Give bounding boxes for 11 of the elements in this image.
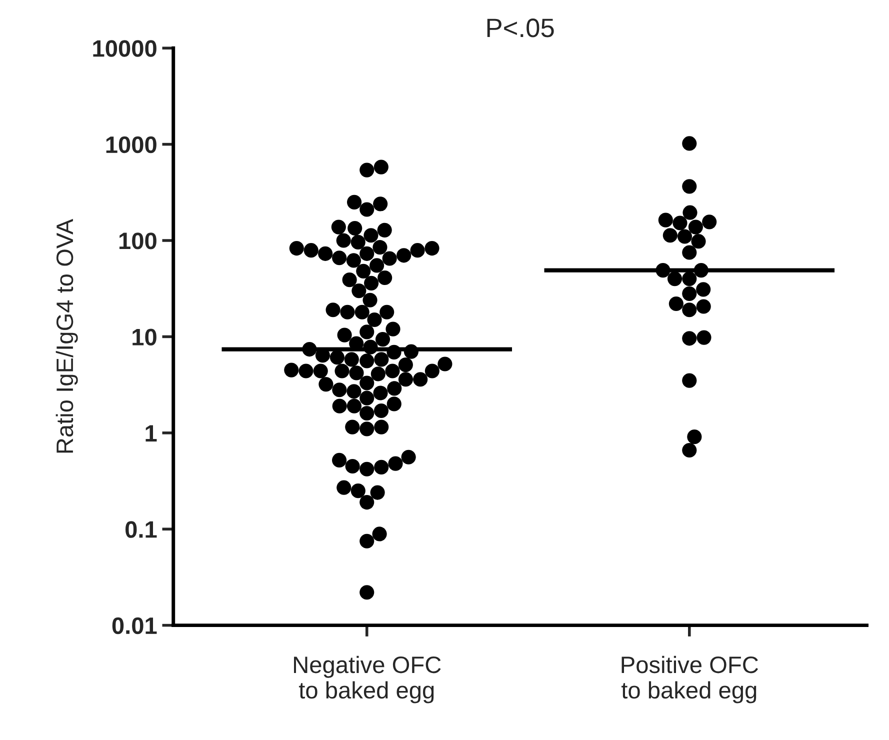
x-tick-label: Negative OFC to baked egg xyxy=(294,656,441,704)
y-axis-title: Ratio IgE/IgG4 to OVA xyxy=(56,218,78,453)
y-tick-label: 10 xyxy=(132,328,156,346)
y-tick-label: 0.01 xyxy=(112,617,157,634)
x-tick-label: Positive OFC to baked egg xyxy=(621,656,758,704)
y-tick-label: 1 xyxy=(146,425,157,442)
y-tick-label: 100 xyxy=(119,232,156,250)
y-tick-label: 1000 xyxy=(106,136,156,154)
y-tick-label: 0.1 xyxy=(125,521,157,538)
y-tick-label: 10000 xyxy=(93,40,156,57)
chart-title: P<.05 xyxy=(487,18,554,38)
